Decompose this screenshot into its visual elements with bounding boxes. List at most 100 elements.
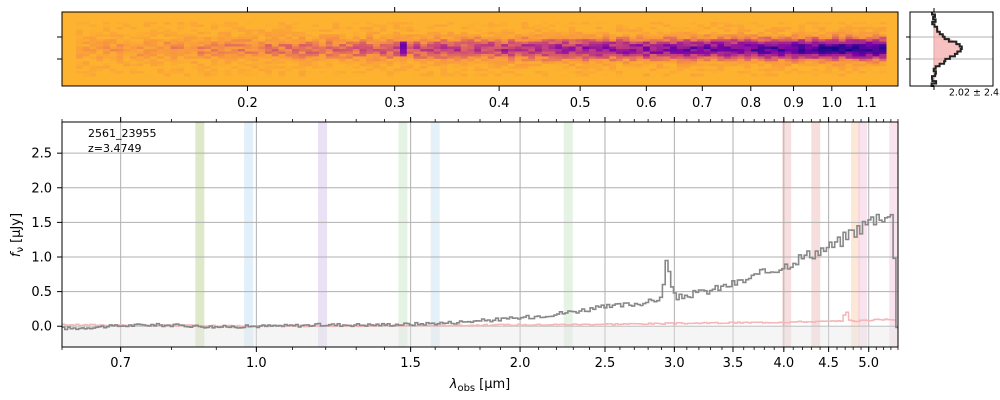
heatmap-cell <box>298 66 306 70</box>
heatmap-cell <box>832 68 840 72</box>
emission-line-band <box>563 122 573 347</box>
heatmap-cell <box>879 34 887 38</box>
heatmap-cell <box>865 44 873 47</box>
heatmap-cell <box>454 39 462 43</box>
heatmap-cell <box>865 24 873 28</box>
heatmap-cell <box>406 53 414 57</box>
heatmap-cell <box>96 39 104 43</box>
heatmap-x-tick-label: 0.2 <box>237 96 258 111</box>
heatmap-cell <box>609 49 617 52</box>
heatmap-cell <box>487 63 495 67</box>
heatmap-cell <box>244 46 252 50</box>
heatmap-cell <box>244 49 252 52</box>
heatmap-x-tick-label: 1.1 <box>856 96 877 111</box>
heatmap-cell <box>467 31 475 35</box>
heatmap-cell <box>163 66 171 70</box>
heatmap-cell <box>555 31 563 35</box>
heatmap-cell <box>710 39 718 43</box>
heatmap-cell <box>629 63 637 67</box>
heatmap-cell <box>697 24 705 28</box>
heatmap-cell <box>150 29 158 33</box>
heatmap-cell <box>244 66 252 70</box>
heatmap-cell <box>514 68 522 72</box>
heatmap-cell <box>190 46 198 50</box>
heatmap-cell <box>123 36 131 40</box>
heatmap-cell <box>818 49 826 52</box>
heatmap-cell <box>298 24 306 28</box>
heatmap-cell <box>778 44 786 47</box>
heatmap-cell <box>332 46 340 50</box>
heatmap-cell <box>292 39 300 43</box>
heatmap-cell <box>649 46 657 50</box>
heatmap-cell <box>744 51 752 55</box>
heatmap-cell <box>244 53 252 57</box>
heatmap-cell <box>258 51 266 55</box>
heatmap-cell <box>703 61 711 65</box>
heatmap-cell <box>339 31 347 35</box>
heatmap-cell <box>616 39 624 43</box>
heatmap-cell <box>440 31 448 35</box>
heatmap-cell <box>575 24 583 28</box>
heatmap-cell <box>204 36 212 40</box>
heatmap-cell <box>697 39 705 43</box>
heatmap-cell <box>751 44 759 47</box>
x-tick-label: 2.5 <box>595 356 616 371</box>
heatmap-cell <box>217 26 225 30</box>
heatmap-cell <box>670 24 678 28</box>
heatmap-cell <box>319 63 327 67</box>
heatmap-cell <box>454 41 462 45</box>
heatmap-cell <box>251 22 259 25</box>
heatmap-cell <box>379 26 387 30</box>
heatmap-cell <box>562 24 570 28</box>
heatmap-cell <box>562 46 570 50</box>
heatmap-cell <box>467 49 475 52</box>
heatmap-cell <box>541 44 549 47</box>
heatmap-cell <box>656 61 664 65</box>
heatmap-cell <box>622 73 630 77</box>
heatmap-cell <box>643 46 651 50</box>
heatmap-cell <box>778 29 786 33</box>
heatmap-cell <box>447 56 455 60</box>
heatmap-cell <box>96 34 104 38</box>
heatmap-cell <box>791 58 799 62</box>
heatmap-cell <box>82 41 90 45</box>
heatmap-cell <box>406 41 414 45</box>
heatmap-cell <box>811 46 819 50</box>
heatmap-cell <box>413 22 421 25</box>
heatmap-cell <box>319 44 327 47</box>
heatmap-cell <box>865 53 873 57</box>
heatmap-cell <box>582 73 590 77</box>
heatmap-cell <box>157 26 165 30</box>
heatmap-cell <box>771 34 779 38</box>
heatmap-cell <box>757 68 765 72</box>
heatmap-cell <box>602 34 610 38</box>
heatmap-cell <box>622 61 630 65</box>
heatmap-cell <box>427 46 435 50</box>
heatmap-cell <box>177 63 185 67</box>
heatmap-cell <box>744 46 752 50</box>
heatmap-cell <box>82 63 90 67</box>
heatmap-cell <box>528 61 536 65</box>
heatmap-cell <box>231 36 239 40</box>
heatmap-cell <box>467 73 475 77</box>
heatmap-cell <box>109 39 117 43</box>
heatmap-cell <box>771 51 779 55</box>
heatmap-cell <box>643 29 651 33</box>
heatmap-cell <box>116 51 124 55</box>
heatmap-cell <box>643 31 651 35</box>
heatmap-cell <box>555 39 563 43</box>
heatmap-cell <box>238 39 246 43</box>
heatmap-cell <box>757 56 765 60</box>
heatmap-cell <box>818 51 826 55</box>
heatmap-cell <box>96 56 104 60</box>
heatmap-cell <box>184 73 192 77</box>
heatmap-cell <box>852 71 860 74</box>
heatmap-cell <box>406 58 414 62</box>
heatmap-cell <box>123 61 131 65</box>
heatmap-cell <box>292 53 300 57</box>
heatmap-cell <box>373 61 381 65</box>
heatmap-cell <box>163 34 171 38</box>
heatmap-cell <box>366 58 374 62</box>
heatmap-cell <box>643 26 651 30</box>
heatmap-cell <box>717 73 725 77</box>
